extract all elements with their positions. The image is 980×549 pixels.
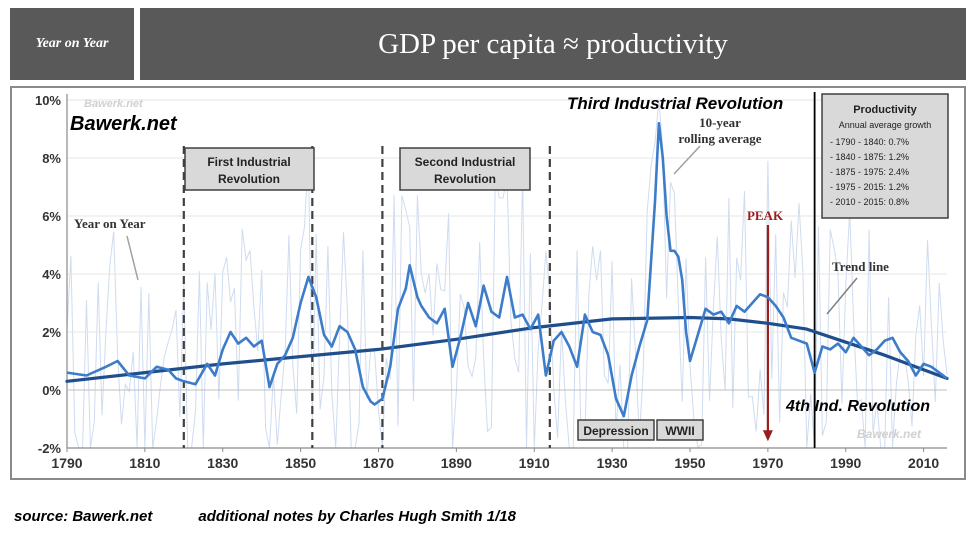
second-industrial-revolution-box: Second Industrial Revolution <box>399 147 531 191</box>
y-tick-label: 0% <box>42 383 61 398</box>
x-tick-label: 1910 <box>519 455 550 471</box>
fourth-ir-annotation: 4th Ind. Revolution <box>785 398 930 415</box>
first-industrial-revolution-box: First Industrial Revolution <box>184 147 315 191</box>
x-tick-label: 1970 <box>752 455 783 471</box>
year-on-year-label: Year on Year <box>35 36 109 51</box>
chart-frame: -2% 0% 2% 4% 6% 8% 10% 1790 1810 1830 1850 1870 189… <box>10 86 966 480</box>
y-tick-label: 8% <box>42 151 61 166</box>
source-credit: source: Bawerk.net <box>14 508 153 525</box>
rolling-average-pointer <box>673 145 701 175</box>
watermark-logo: Bawerk.net <box>70 113 178 135</box>
additional-notes: additional notes by Charles Hugh Smith 1… <box>198 508 516 525</box>
axes: 1790 1810 1830 1850 1870 1890 1910 1930 1950 1970… <box>51 94 947 471</box>
third-ir-annotation: Third Industrial Revolution <box>567 94 783 113</box>
peak-annotation: PEAK <box>747 208 784 223</box>
wwii-label: WWII <box>665 424 694 438</box>
year-on-year-banner: Year on Year <box>10 8 134 80</box>
x-tick-label: 1870 <box>363 455 394 471</box>
y-tick-label: 2% <box>42 325 61 340</box>
productivity-row: - 2010 - 2015: 0.8% <box>830 197 909 207</box>
first-ir-line-1: First Industrial <box>207 155 290 169</box>
second-ir-line-1: Second Industrial <box>415 155 516 169</box>
productivity-row: - 1975 - 2015: 1.2% <box>830 182 909 192</box>
productivity-row: - 1875 - 1975: 2.4% <box>830 167 909 177</box>
x-tick-label: 1990 <box>830 455 861 471</box>
y-tick-label: 6% <box>42 209 61 224</box>
chart-title: GDP per capita ≈ productivity <box>378 27 728 60</box>
productivity-box: Productivity Annual average growth - 179… <box>821 93 949 219</box>
rolling-average-label-1: 10-year <box>699 115 741 130</box>
trend-line-series <box>65 315 949 383</box>
x-tick-label: 1830 <box>207 455 238 471</box>
gdp-chart: -2% 0% 2% 4% 6% 8% 10% 1790 1810 1830 1850 1870 189… <box>35 92 949 471</box>
title-banner: GDP per capita ≈ productivity <box>140 8 966 80</box>
y-tick-label: 10% <box>35 93 61 108</box>
footer: source: Bawerk.net additional notes by Ch… <box>14 508 516 525</box>
trend-line-annotation: Trend line <box>832 259 889 274</box>
x-tick-label: 1850 <box>285 455 316 471</box>
first-ir-line-2: Revolution <box>218 172 280 186</box>
x-tick-label: 1790 <box>51 455 82 471</box>
depression-box: Depression <box>577 419 655 441</box>
y-tick-label: 4% <box>42 267 61 282</box>
x-tick-label: 1810 <box>129 455 160 471</box>
trend-line <box>65 315 949 383</box>
yoy-annotation: Year on Year <box>74 216 146 231</box>
productivity-title: Productivity <box>853 104 917 116</box>
watermark-faint-top: Bawerk.net <box>84 98 144 110</box>
rolling-average-series <box>66 121 948 418</box>
yoy-pointer <box>126 235 139 281</box>
wwii-box: WWII <box>656 419 704 441</box>
x-tick-label: 1890 <box>441 455 472 471</box>
x-tick-label: 1930 <box>597 455 628 471</box>
trend-line-pointer <box>826 277 858 315</box>
second-ir-line-2: Revolution <box>434 172 496 186</box>
productivity-row: - 1790 - 1840: 0.7% <box>830 137 909 147</box>
watermark-faint-bottom: Bawerk.net <box>857 427 922 441</box>
rolling-average-line <box>66 121 948 418</box>
y-tick-label: -2% <box>38 441 62 456</box>
peak-arrow-head <box>762 430 773 442</box>
productivity-row: - 1840 - 1875: 1.2% <box>830 152 909 162</box>
depression-label: Depression <box>583 424 648 438</box>
x-tick-label: 2010 <box>908 455 939 471</box>
rolling-average-label-2: rolling average <box>678 131 761 146</box>
productivity-subtitle: Annual average growth <box>839 120 932 130</box>
x-tick-label: 1950 <box>674 455 705 471</box>
